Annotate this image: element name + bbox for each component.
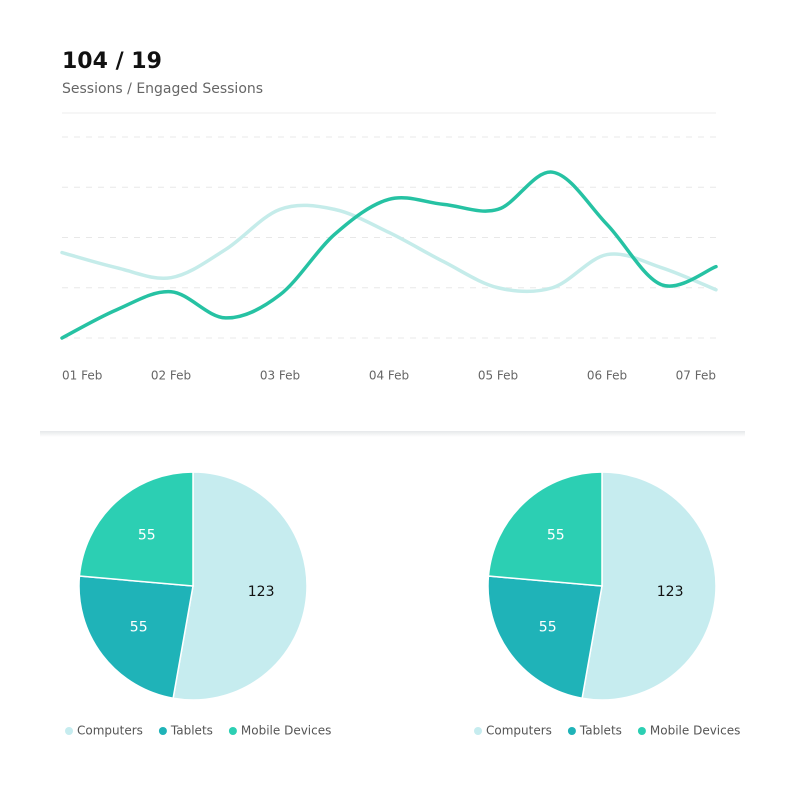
x-tick-label: 06 Feb	[587, 369, 627, 383]
x-tick-label: 01 Feb	[62, 369, 102, 383]
legend-dot	[567, 727, 576, 735]
pie-slice	[78, 471, 194, 587]
legend-dot	[228, 727, 237, 735]
header-title: 104 / 19	[62, 49, 162, 74]
line-series	[60, 170, 718, 340]
x-tick-label: 03 Feb	[260, 369, 300, 383]
legend-label: Mobile Devices	[650, 724, 740, 738]
card-divider	[40, 431, 745, 437]
slice-label: 55	[539, 620, 557, 636]
slice-label: 123	[248, 584, 275, 600]
x-tick-label: 04 Feb	[369, 369, 409, 383]
legend-label: Tablets	[170, 724, 213, 738]
slice-label: 55	[547, 528, 565, 544]
slice-label: 123	[657, 584, 684, 600]
pie-slice	[78, 575, 194, 700]
slice-label: 55	[130, 620, 148, 636]
legend-dot	[637, 727, 646, 735]
pie-slice	[487, 471, 603, 587]
legend-label: Tablets	[579, 724, 622, 738]
x-tick-label: 02 Feb	[151, 369, 191, 383]
legend-label: Computers	[486, 724, 552, 738]
legend-dot	[65, 727, 73, 735]
pie-slice	[172, 471, 308, 701]
x-tick-label: 05 Feb	[478, 369, 518, 383]
slice-label: 55	[138, 528, 156, 544]
x-tick-label: 07 Feb	[676, 369, 716, 383]
legend-label: Mobile Devices	[241, 724, 331, 738]
legend-dot	[158, 727, 167, 735]
line-series	[60, 203, 718, 294]
legend-dot	[474, 727, 482, 735]
header-subtitle: Sessions / Engaged Sessions	[62, 81, 263, 97]
pie-slice	[487, 575, 603, 700]
legend-label: Computers	[77, 724, 143, 738]
pie-slice	[581, 471, 717, 701]
